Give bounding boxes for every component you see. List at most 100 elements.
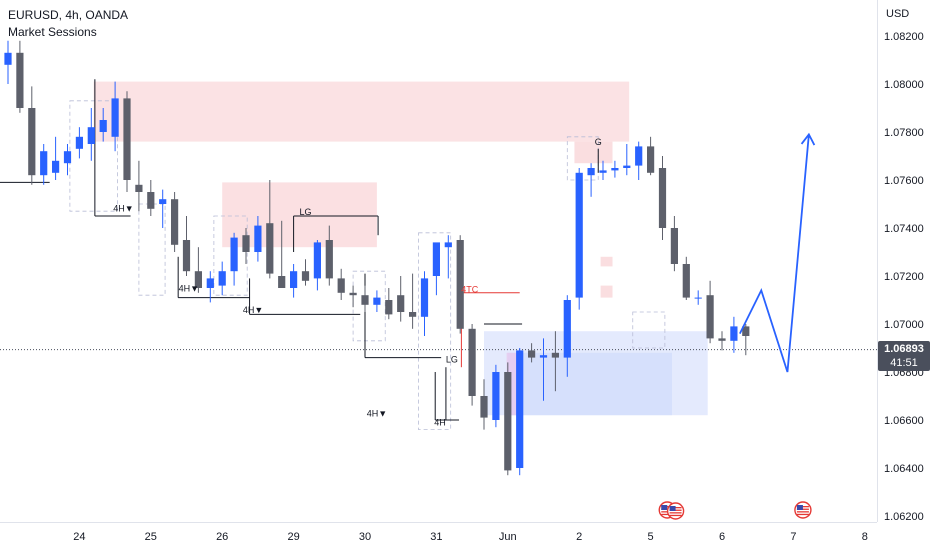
- price-tick-label: 1.08200: [884, 31, 924, 43]
- projection-arrowhead: [800, 132, 816, 146]
- session-box: [418, 232, 452, 431]
- candle-body: [147, 192, 155, 209]
- price-tick-label: 1.07800: [884, 127, 924, 139]
- candle-body: [409, 312, 417, 317]
- price-tick-label: 1.07600: [884, 175, 924, 187]
- candle-body: [4, 52, 12, 65]
- structure-label: LG: [299, 207, 311, 217]
- time-axis[interactable]: [0, 522, 877, 551]
- candle-body: [385, 300, 393, 315]
- candle-body: [111, 98, 119, 137]
- candle-body: [361, 295, 369, 305]
- price-tick-label: 1.06600: [884, 415, 924, 427]
- candle-body: [313, 242, 321, 279]
- demand-zone: [506, 352, 519, 416]
- candle-body: [194, 271, 202, 288]
- candle-body: [397, 295, 405, 312]
- time-tick-label: 5: [648, 531, 654, 543]
- candle-body: [290, 271, 298, 288]
- candle-body: [587, 168, 595, 176]
- structure-label: LG: [446, 354, 458, 364]
- currency-label: USD: [886, 8, 910, 20]
- supply-zone: [574, 141, 613, 164]
- candle-body: [230, 237, 238, 272]
- supply-zone: [600, 285, 613, 298]
- candle-body: [16, 52, 24, 108]
- candle-body: [694, 297, 702, 299]
- candle-body: [599, 170, 607, 173]
- price-tick-label: 1.06400: [884, 463, 924, 475]
- time-tick-label: Jun: [499, 531, 517, 543]
- candle-body: [171, 199, 179, 245]
- time-tick-label: 7: [790, 531, 796, 543]
- candle-body: [206, 278, 214, 288]
- price-axis[interactable]: [877, 0, 932, 522]
- candle-body: [63, 151, 72, 164]
- candle-body: [266, 223, 274, 274]
- candle-body: [278, 276, 286, 288]
- candle-body: [539, 355, 548, 358]
- candle-body: [420, 278, 429, 317]
- us-session-icon[interactable]: [666, 502, 685, 520]
- time-tick-label: 6: [719, 531, 725, 543]
- projection-path: [739, 134, 810, 373]
- candle-body: [444, 242, 452, 248]
- candle-countdown: 41:51: [890, 357, 918, 369]
- time-tick-label: 31: [430, 531, 442, 543]
- demand-zone: [507, 352, 673, 416]
- price-tick-label: 1.07000: [884, 319, 924, 331]
- candle-body: [492, 372, 500, 420]
- candle-body: [182, 240, 191, 272]
- supply-zone: [93, 81, 630, 142]
- candle-body: [551, 352, 559, 358]
- time-tick-label: 8: [862, 531, 868, 543]
- time-tick-label: 29: [287, 531, 299, 543]
- structure-label: 4H▼: [243, 305, 263, 315]
- candle-body: [432, 242, 440, 276]
- candle-body: [242, 235, 250, 252]
- symbol-title: EURUSD, 4h, OANDA: [8, 8, 129, 22]
- candle-body: [52, 160, 60, 173]
- us-session-icon[interactable]: [794, 501, 812, 519]
- session-box: [632, 311, 666, 349]
- candle-body: [718, 338, 726, 341]
- candle-body: [742, 326, 750, 336]
- price-tick-label: 1.06200: [884, 511, 924, 523]
- time-tick-label: 24: [73, 531, 85, 543]
- candle-body: [373, 297, 381, 305]
- candle-body: [623, 165, 631, 168]
- candle-body: [480, 396, 488, 418]
- candle-body: [635, 146, 643, 166]
- structure-label: 4H▼: [367, 408, 387, 418]
- indicator-label[interactable]: Market Sessions: [8, 25, 97, 39]
- candle-body: [504, 372, 512, 471]
- candle-body: [218, 271, 226, 286]
- supply-zone: [600, 256, 613, 267]
- candle-body: [135, 184, 143, 192]
- candle-body: [40, 151, 48, 176]
- candle-body: [611, 168, 619, 171]
- candle-body: [75, 136, 83, 149]
- candle-body: [528, 350, 536, 358]
- time-tick-label: 2: [576, 531, 582, 543]
- candle-body: [28, 108, 36, 176]
- candle-body: [670, 228, 678, 264]
- candle-body: [658, 168, 667, 228]
- time-tick-label: 30: [359, 531, 371, 543]
- candle-body: [563, 300, 571, 358]
- session-box: [352, 270, 386, 342]
- structure-label: 4H▼: [179, 284, 199, 294]
- candle-body: [159, 199, 167, 204]
- candle-body: [456, 240, 464, 329]
- current-price-value: 1.06893: [884, 343, 924, 355]
- price-tick-label: 1.07400: [884, 223, 924, 235]
- session-box: [138, 203, 166, 296]
- candle-body: [87, 127, 95, 144]
- candle-body: [647, 146, 655, 173]
- candle-body: [123, 98, 131, 180]
- candle-body: [730, 326, 738, 341]
- candle-body: [575, 172, 583, 298]
- session-box: [213, 215, 248, 296]
